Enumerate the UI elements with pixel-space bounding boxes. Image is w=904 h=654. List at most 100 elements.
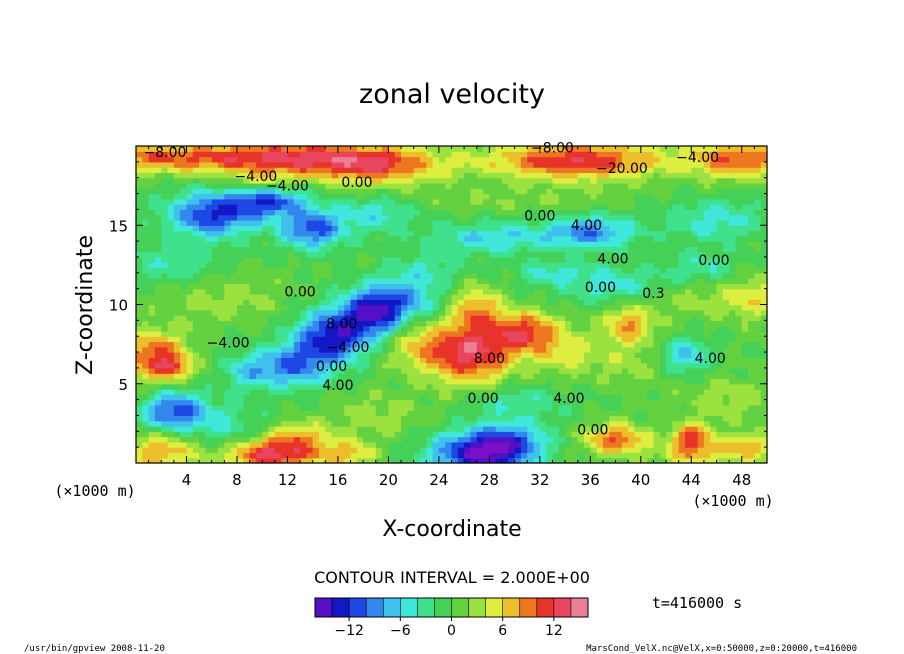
field-cell [666, 283, 673, 290]
field-cell [407, 219, 415, 226]
field-cell [331, 373, 339, 380]
field-cell [596, 320, 604, 327]
field-cell [552, 336, 560, 343]
field-cell [401, 304, 408, 311]
field-cell [653, 278, 661, 284]
field-cell [710, 452, 718, 459]
field-cell [476, 399, 484, 406]
field-cell [407, 204, 415, 210]
field-cell [527, 436, 535, 443]
field-cell [148, 293, 156, 300]
field-cell [539, 441, 547, 448]
field-cell [432, 362, 440, 369]
field-cell [678, 309, 686, 316]
field-cell [167, 352, 175, 358]
field-cell [621, 288, 629, 295]
field-cell [432, 346, 440, 353]
field-cell [716, 441, 724, 448]
field-cell [609, 256, 617, 263]
field-cell [634, 447, 642, 454]
field-cell [224, 262, 232, 269]
field-cell [148, 204, 156, 210]
field-cell [716, 251, 724, 258]
field-cell [318, 299, 326, 306]
field-cell [760, 225, 768, 232]
field-cell [697, 399, 705, 406]
field-cell [558, 394, 566, 401]
field-cell [489, 394, 497, 401]
field-cell [230, 288, 238, 295]
field-cell [748, 262, 755, 269]
field-cell [539, 288, 547, 295]
field-cell [501, 441, 509, 448]
field-cell [577, 346, 585, 353]
field-cell [344, 278, 352, 284]
field-cell [508, 272, 516, 279]
field-cell [691, 204, 699, 210]
field-cell [722, 304, 730, 311]
field-cell [148, 389, 156, 395]
field-cell [243, 288, 251, 295]
field-cell [331, 357, 339, 364]
field-cell [249, 457, 257, 464]
field-cell [363, 299, 371, 306]
field-cell [495, 288, 503, 295]
field-cell [300, 341, 307, 348]
field-cell [710, 246, 718, 253]
field-cell [331, 283, 339, 290]
field-cell [312, 283, 320, 290]
field-cell [180, 378, 188, 385]
field-cell [527, 404, 535, 411]
field-cell [647, 288, 655, 295]
field-cell [224, 293, 232, 300]
field-cell [596, 278, 604, 284]
field-cell [666, 198, 673, 205]
field-cell [199, 278, 207, 284]
field-cell [249, 357, 257, 364]
field-cell [514, 209, 522, 216]
field-cell [697, 367, 705, 374]
field-cell [268, 389, 276, 395]
field-cell [142, 426, 150, 432]
field-cell [363, 436, 371, 443]
field-cell [684, 241, 692, 247]
field-cell [438, 246, 446, 253]
field-cell [325, 235, 333, 242]
field-cell [274, 246, 282, 253]
field-cell [186, 399, 194, 406]
field-cell [464, 293, 472, 300]
field-cell [470, 299, 478, 306]
field-cell [394, 272, 402, 279]
field-cell [388, 436, 396, 443]
field-cell [684, 341, 692, 348]
field-cell [501, 426, 509, 432]
field-cell [596, 410, 604, 417]
field-cell [186, 367, 194, 374]
field-cell [186, 283, 194, 290]
field-cell [167, 251, 175, 258]
field-cell [451, 378, 459, 385]
field-cell [350, 204, 358, 210]
field-cell [394, 325, 402, 332]
field-cell [729, 225, 737, 232]
field-cell [388, 378, 396, 385]
field-cell [413, 394, 421, 401]
field-cell [596, 378, 604, 385]
field-cell [476, 230, 484, 237]
field-cell [703, 246, 711, 253]
field-cell [369, 219, 377, 226]
field-cell [609, 304, 617, 311]
field-cell [142, 214, 150, 221]
field-cell [180, 288, 188, 295]
field-cell [653, 431, 661, 438]
field-cell [445, 452, 453, 459]
field-cell [640, 447, 648, 454]
field-cell [741, 246, 749, 253]
field-cell [293, 315, 301, 321]
field-cell [760, 320, 768, 327]
field-cell [401, 320, 408, 327]
field-cell [527, 441, 535, 448]
field-cell [438, 278, 446, 284]
field-cell [249, 225, 257, 232]
field-cell [419, 256, 427, 263]
